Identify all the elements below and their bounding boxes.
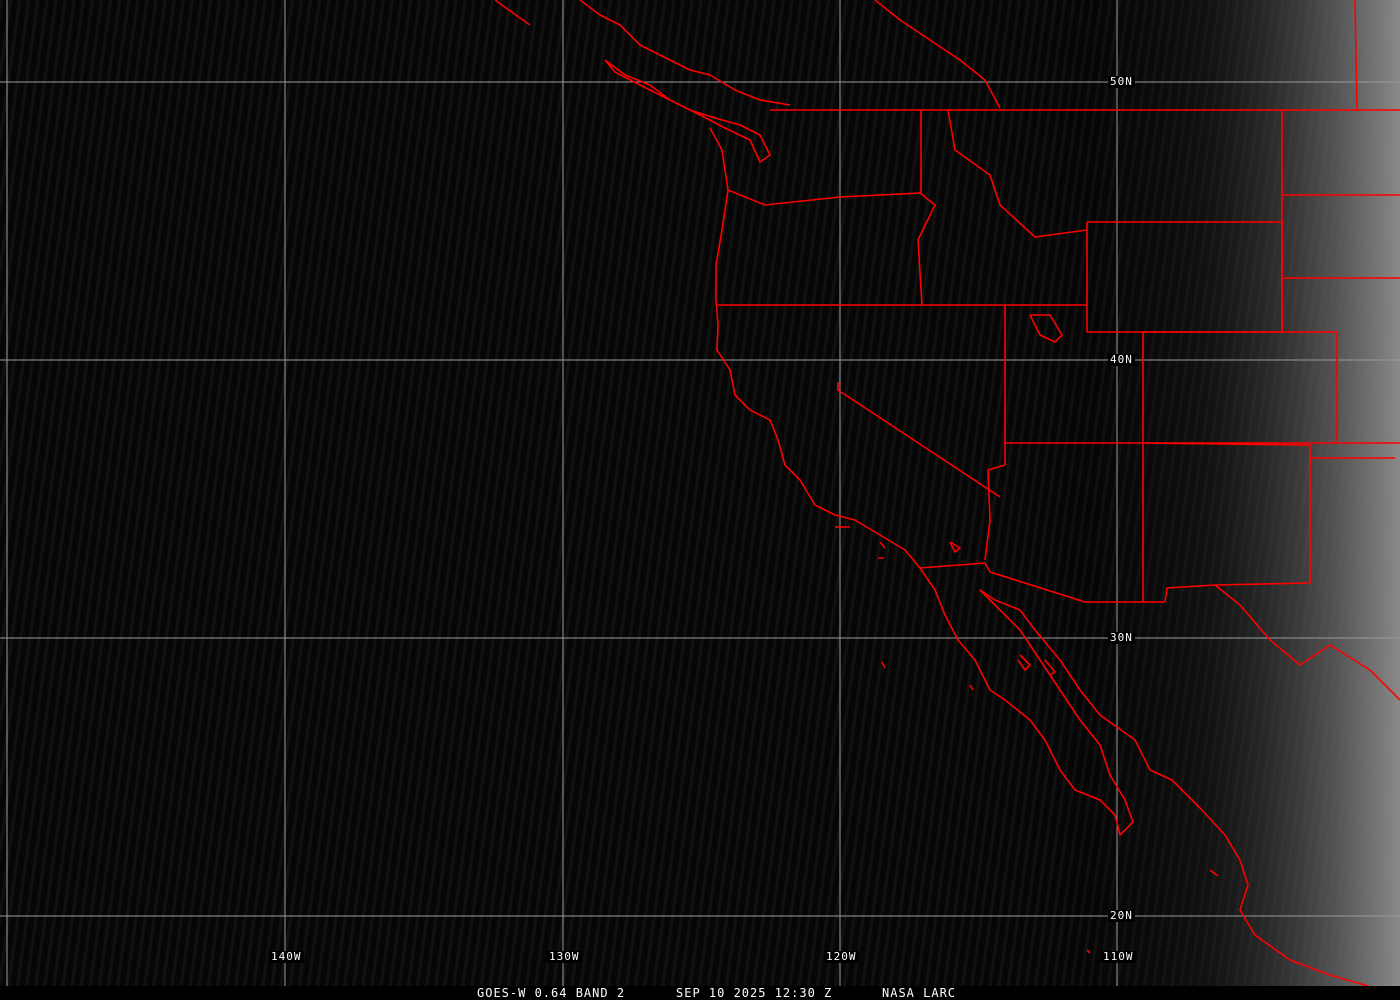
ca-nv-border: [837, 382, 1001, 498]
coastline-west: [709, 127, 1376, 989]
coastline-bc: [494, 0, 791, 106]
idaho-montana-border: [947, 109, 1088, 238]
wa-or-border: [727, 189, 936, 306]
image-caption: GOES-W 0.64 BAND 2 SEP 10 2025 12:30 Z N…: [0, 986, 1400, 1000]
plains-borders: [874, 0, 1400, 459]
lon-label-120w: 120W: [824, 950, 859, 963]
islands-baja: [881, 654, 1219, 954]
lon-label-130w: 130W: [547, 950, 582, 963]
lat-label-50n: 50N: [1108, 75, 1135, 88]
credit-label: NASA LARC: [882, 986, 957, 1000]
lon-label-140w: 140W: [269, 950, 304, 963]
lat-label-30n: 30N: [1108, 631, 1135, 644]
channel-islands: [835, 526, 961, 559]
boundaries: [494, 0, 1400, 989]
satellite-band-label: GOES-W 0.64 BAND 2: [477, 986, 626, 1000]
us-mexico-border: [919, 562, 1400, 701]
lat-label-20n: 20N: [1108, 909, 1135, 922]
nm-border: [1142, 442, 1311, 603]
great-salt-lake: [1029, 314, 1063, 343]
nevada-east-border: [984, 305, 1006, 561]
datetime-label: SEP 10 2025 12:30 Z: [676, 986, 833, 1000]
cloud-imagery: [1050, 0, 1400, 1000]
lon-label-110w: 110W: [1101, 950, 1136, 963]
lat-label-40n: 40N: [1108, 353, 1135, 366]
vancouver-island: [604, 59, 771, 163]
